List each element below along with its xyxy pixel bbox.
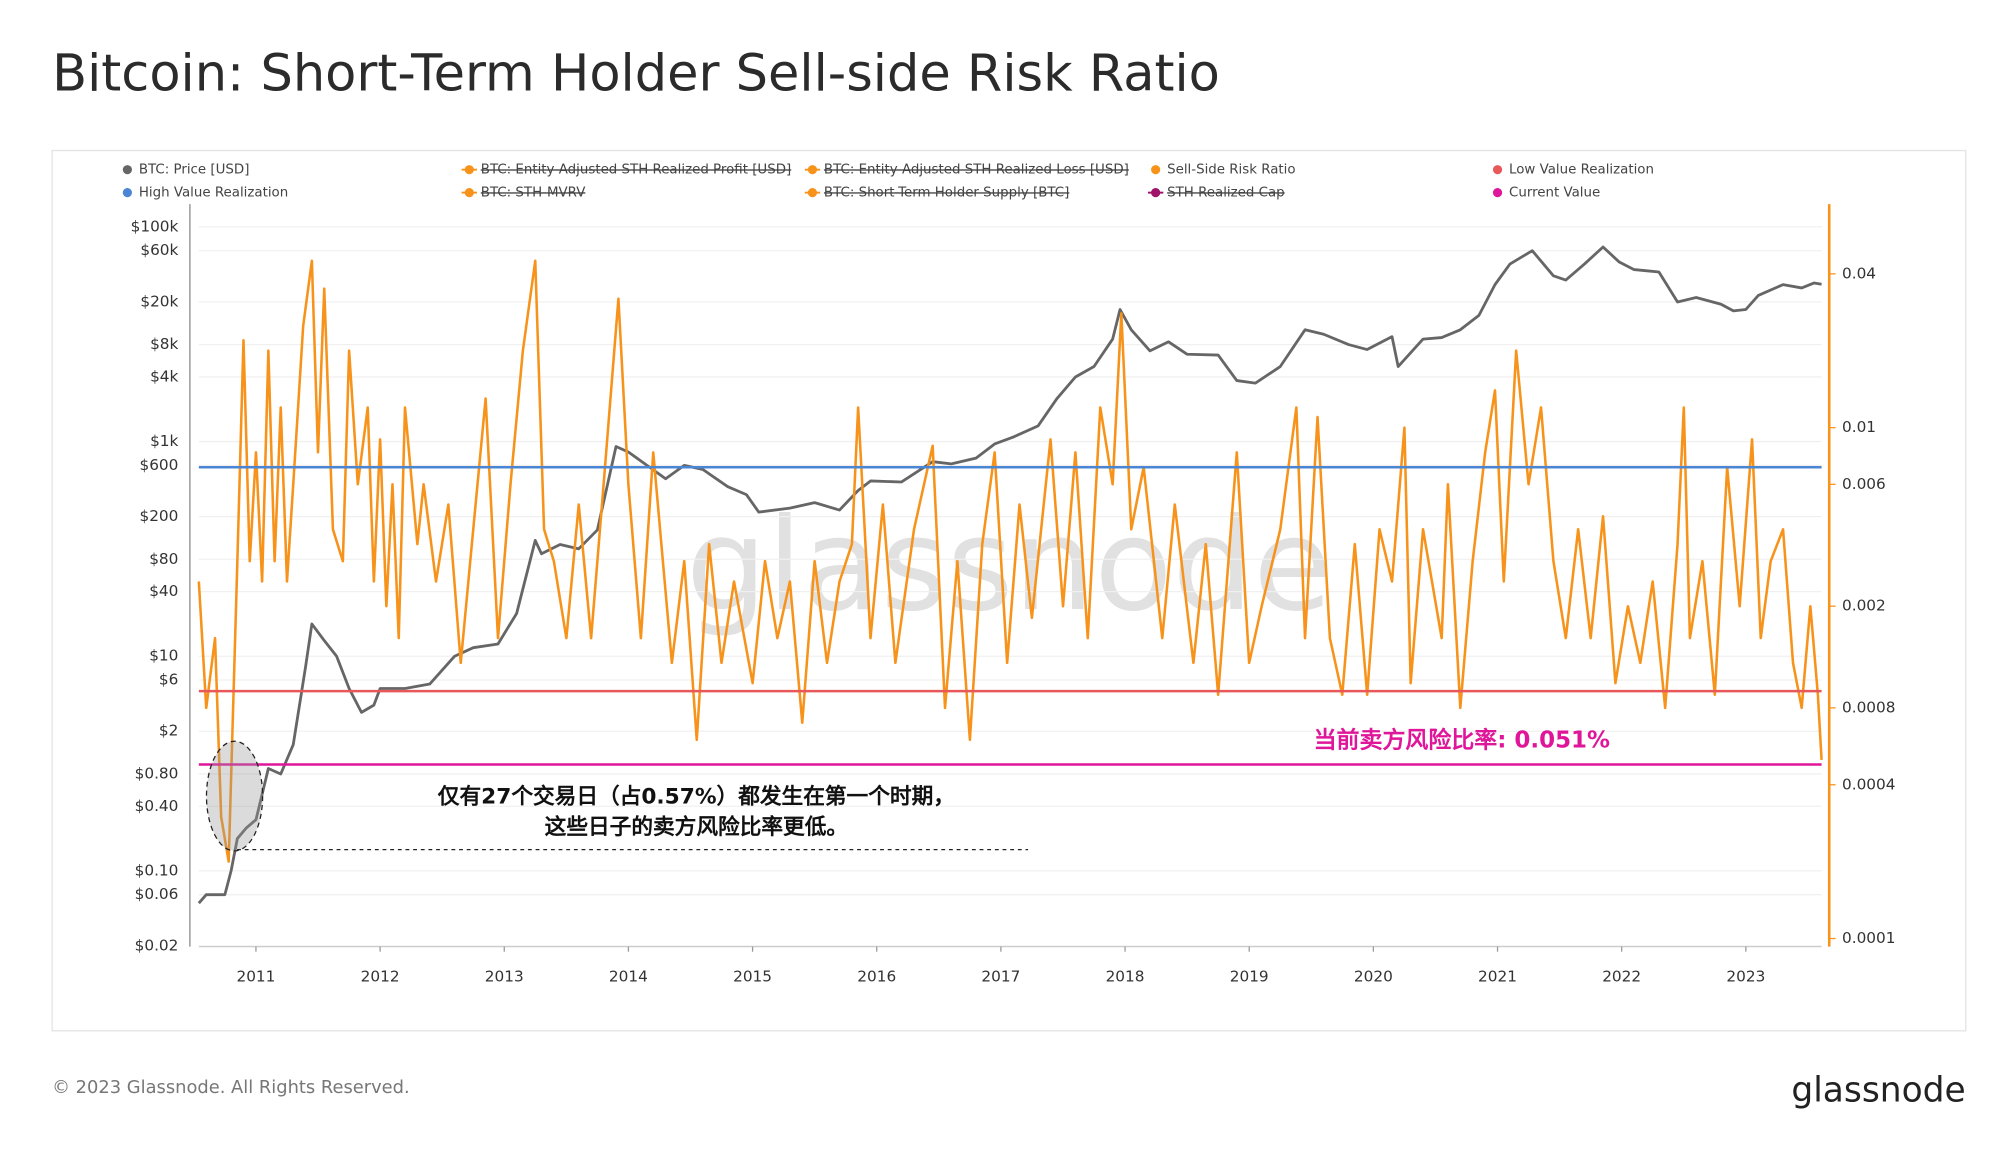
legend-marker — [122, 165, 132, 175]
x-tick-label: 2022 — [1602, 968, 1641, 986]
legend-marker — [1151, 165, 1161, 175]
x-tick-label: 2019 — [1230, 968, 1269, 986]
footer: © 2023 Glassnode. All Rights Reserved. — [52, 1077, 410, 1098]
y-tick-label: $60k — [140, 241, 178, 259]
legend-marker — [122, 188, 132, 198]
y2-tick-label: 0.0004 — [1842, 775, 1896, 793]
x-tick-label: 2011 — [236, 968, 275, 986]
y-tick-label: $8k — [150, 335, 178, 353]
y-tick-label: $80 — [149, 550, 178, 568]
y2-tick-label: 0.0001 — [1842, 929, 1896, 947]
legend-label: High Value Realization — [139, 186, 288, 201]
highlight-ellipse — [205, 740, 264, 852]
legend-label: BTC: Short-Term Holder Supply [BTC] — [824, 186, 1069, 201]
logo: glassnode — [1791, 1071, 1965, 1111]
series-line — [197, 259, 1823, 863]
legend-label: BTC: Price [USD] — [139, 163, 250, 178]
y2-tick-label: 0.002 — [1842, 597, 1886, 615]
y-tick-label: $0.40 — [135, 797, 179, 815]
y-tick-label: $20k — [140, 292, 178, 310]
annotation: 仅有27个交易日（占0.57%）都发生在第一个时期， — [438, 783, 955, 809]
legend-label: Sell-Side Risk Ratio — [1167, 163, 1295, 178]
background — [7, 0, 1993, 1152]
y-tick-label: $2 — [159, 722, 178, 740]
legend-marker — [464, 165, 474, 175]
y-tick-label: $1k — [150, 432, 178, 450]
x-tick-label: 2018 — [1106, 968, 1145, 986]
x-tick-label: 2016 — [857, 968, 896, 986]
legend-label: Low Value Realization — [1509, 163, 1654, 178]
legend-label: BTC: Entity-Adjusted STH Realized Profit… — [481, 163, 791, 178]
y-tick-label: $40 — [149, 582, 178, 600]
legend-marker — [807, 165, 818, 175]
legend-marker — [1492, 188, 1503, 198]
y-tick-label: $0.10 — [135, 861, 179, 879]
y-tick-label: $600 — [139, 456, 178, 474]
series-line — [197, 245, 1822, 905]
x-tick-label: 2020 — [1354, 968, 1393, 986]
y2-tick-label: 0.01 — [1842, 418, 1876, 436]
y-tick-label: $100k — [131, 217, 179, 235]
y-tick-label: $10 — [149, 647, 178, 665]
y2-tick-label: 0.04 — [1842, 264, 1876, 282]
y-tick-label: $6 — [159, 671, 178, 689]
y-tick-label: $0.06 — [135, 885, 179, 903]
y2-tick-label: 0.006 — [1842, 475, 1886, 493]
legend-marker — [807, 188, 818, 198]
legend-label: BTC: Entity-Adjusted STH Realized Loss [… — [824, 163, 1129, 178]
x-tick-label: 2013 — [485, 968, 524, 986]
y-tick-label: $0.02 — [135, 936, 179, 954]
legend-marker — [1151, 188, 1161, 198]
x-tick-label: 2017 — [981, 968, 1020, 986]
x-tick-label: 2021 — [1478, 968, 1517, 986]
legend-marker — [464, 188, 474, 198]
legend-marker — [1492, 165, 1503, 175]
y-tick-label: $0.80 — [135, 764, 179, 782]
y-tick-label: $200 — [139, 507, 178, 525]
annotation: 这些日子的卖方风险比率更低。 — [545, 814, 848, 840]
y-tick-label: $4k — [150, 367, 178, 385]
x-tick-label: 2015 — [733, 968, 772, 986]
x-tick-label: 2012 — [361, 968, 400, 986]
x-tick-label: 2023 — [1726, 968, 1765, 986]
chart-frame — [51, 149, 1967, 1032]
legend-label: Current Value — [1509, 186, 1600, 201]
legend-label: BTC: STH-MVRV — [481, 186, 586, 201]
legend-label: STH Realized Cap — [1167, 186, 1285, 201]
x-tick-label: 2014 — [609, 968, 648, 986]
chart-title: Bitcoin: Short-Term Holder Sell-side Ris… — [52, 45, 1220, 104]
y2-tick-label: 0.0008 — [1842, 698, 1896, 716]
current-value-annotation: 当前卖方风险比率: 0.051% — [1314, 727, 1610, 754]
